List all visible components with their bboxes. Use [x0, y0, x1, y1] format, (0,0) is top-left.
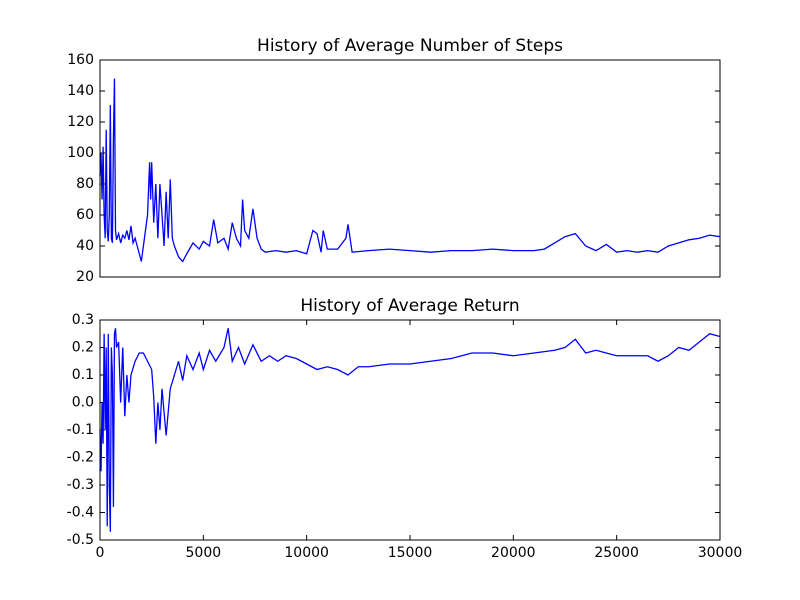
chart-title: History of Average Return: [300, 296, 519, 316]
x-tick-label: 0: [96, 545, 105, 561]
x-tick-label: 10000: [284, 545, 329, 561]
y-tick-label: 20: [76, 269, 94, 285]
data-line: [99, 328, 721, 532]
y-tick-label: -0.5: [67, 532, 94, 548]
x-tick-label: 5000: [186, 545, 222, 561]
y-tick-label: 0.1: [72, 367, 94, 383]
y-tick-label: 160: [67, 52, 94, 68]
y-tick-label: 100: [67, 145, 94, 161]
y-tick-label: 0.3: [72, 312, 94, 328]
y-tick-label: -0.2: [67, 450, 94, 466]
data-line: [99, 78, 721, 263]
y-tick-label: 0.2: [72, 340, 94, 356]
x-tick-label: 30000: [698, 545, 743, 561]
x-tick-label: 20000: [491, 545, 536, 561]
y-tick-label: 40: [76, 238, 94, 254]
y-tick-label: 80: [76, 176, 94, 192]
y-tick-label: 0.0: [72, 395, 94, 411]
y-tick-label: -0.4: [67, 505, 94, 521]
chart-title: History of Average Number of Steps: [257, 36, 563, 56]
y-tick-label: 140: [67, 83, 94, 99]
y-tick-label: 120: [67, 114, 94, 130]
y-tick-label: -0.3: [67, 477, 94, 493]
axes-frame: [99, 319, 721, 541]
x-tick-label: 15000: [388, 545, 433, 561]
x-tick-label: 25000: [594, 545, 639, 561]
axes-frame: [99, 59, 721, 278]
y-tick-label: 60: [76, 207, 94, 223]
y-tick-label: -0.1: [67, 422, 94, 438]
